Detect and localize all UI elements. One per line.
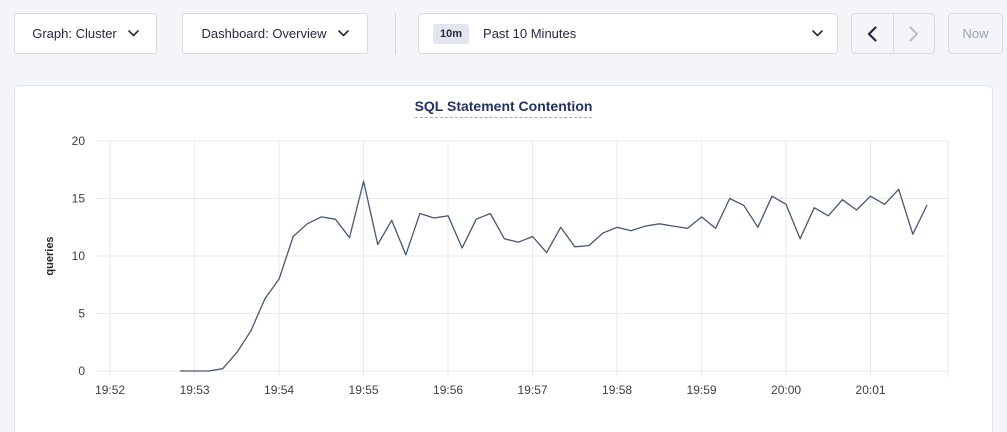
- dashboard-dropdown[interactable]: Dashboard: Overview: [182, 13, 368, 54]
- time-nav-group: [851, 13, 935, 54]
- chevron-down-icon: [337, 30, 349, 37]
- chevron-right-icon: [909, 25, 919, 42]
- x-tick-label: 19:59: [687, 383, 717, 397]
- x-tick-label: 19:52: [95, 383, 125, 397]
- time-range-selector[interactable]: 10m Past 10 Minutes: [418, 13, 838, 54]
- x-tick-label: 19:57: [518, 383, 548, 397]
- dashboard-dropdown-label: Dashboard: Overview: [201, 26, 327, 41]
- graph-dropdown[interactable]: Graph: Cluster: [14, 13, 157, 54]
- x-tick-label: 19:56: [433, 383, 463, 397]
- series-line-queries: [179, 180, 928, 372]
- now-button-label: Now: [962, 26, 989, 41]
- x-tick-label: 20:01: [856, 383, 886, 397]
- time-range-badge: 10m: [433, 23, 470, 44]
- chevron-left-icon: [867, 25, 877, 42]
- y-tick-label: 5: [78, 307, 85, 321]
- x-tick-label: 19:58: [602, 383, 632, 397]
- x-tick-label: 19:53: [180, 383, 210, 397]
- y-tick-label: 20: [72, 134, 86, 148]
- toolbar-divider: [395, 13, 396, 54]
- time-range-label: Past 10 Minutes: [483, 26, 577, 41]
- chevron-down-icon: [127, 30, 139, 37]
- toolbar: Graph: Cluster Dashboard: Overview 10m P…: [0, 0, 1007, 70]
- time-forward-button[interactable]: [892, 14, 935, 53]
- chevron-down-icon: [812, 30, 823, 37]
- now-button[interactable]: Now: [948, 13, 1003, 54]
- time-back-button[interactable]: [852, 14, 893, 53]
- graph-dropdown-label: Graph: Cluster: [32, 26, 117, 41]
- x-tick-label: 20:00: [771, 383, 801, 397]
- y-tick-label: 15: [72, 192, 86, 206]
- x-tick-label: 19:55: [349, 383, 379, 397]
- chart-title-row: SQL Statement Contention: [15, 98, 992, 118]
- sql-statement-contention-chart[interactable]: 0 5 10 15 20 19:52 19:53 19:54 19:55 19:56 19:57 19…: [15, 116, 994, 416]
- y-tick-label: 0: [78, 364, 85, 378]
- y-axis-label: queries: [44, 236, 56, 275]
- x-tick-label: 19:54: [264, 383, 294, 397]
- y-tick-label: 10: [72, 249, 86, 263]
- chart-title[interactable]: SQL Statement Contention: [414, 98, 593, 118]
- chart-card: SQL Statement Contention 0 5 10 15 20 19:52 19…: [14, 85, 993, 432]
